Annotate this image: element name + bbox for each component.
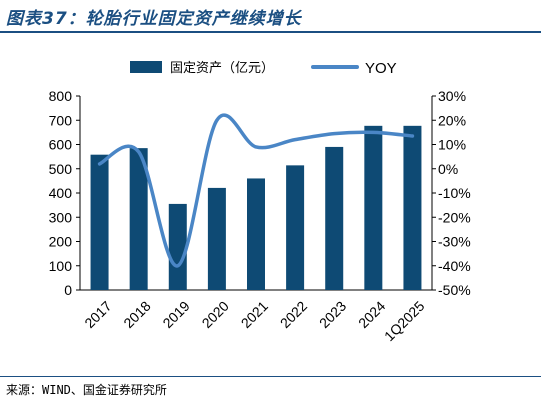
bar-2022 <box>286 165 305 290</box>
left-tick-label: 200 <box>49 234 73 250</box>
source-note: 来源：WIND、国金证券研究所 <box>6 383 167 397</box>
left-axis-labels: 800 700 600 500 400 300 200 100 0 <box>49 88 80 298</box>
bar-1Q2025 <box>403 125 422 290</box>
x-tick-label: 2019 <box>159 298 192 331</box>
right-tick-label: 0% <box>438 161 458 177</box>
chart-legend: 固定资产（亿元） YOY <box>130 60 397 77</box>
right-tick-label: -10% <box>438 185 471 201</box>
right-tick-label: 10% <box>438 137 466 153</box>
bar-2024 <box>364 125 383 290</box>
right-tick-label: -30% <box>438 234 471 250</box>
x-tick-label: 2018 <box>120 298 153 331</box>
x-tick-label: 2024 <box>355 298 388 331</box>
x-tick-label: 2020 <box>199 298 232 331</box>
title-divider <box>0 31 541 33</box>
bar-2021 <box>247 178 265 290</box>
bar-2023 <box>325 146 344 290</box>
left-tick-label: 100 <box>49 258 73 274</box>
right-tick-label: 30% <box>438 88 466 104</box>
legend-swatch-bar <box>130 61 162 73</box>
x-tick-label: 2022 <box>277 298 310 331</box>
yoy-line-series <box>97 113 415 268</box>
source-divider <box>0 376 541 377</box>
x-tick-label: 2021 <box>238 298 271 331</box>
left-tick-label: 800 <box>49 88 73 104</box>
right-tick-label: -20% <box>438 209 471 225</box>
bar-2020 <box>207 187 226 290</box>
left-tick-label: 300 <box>49 209 73 225</box>
yoy-line <box>97 113 415 268</box>
bar-2018 <box>129 148 148 290</box>
bar-series <box>90 125 422 290</box>
legend-label-bar: 固定资产（亿元） <box>170 61 274 76</box>
left-tick-label: 0 <box>64 282 72 298</box>
x-tick-label: 2023 <box>316 298 349 331</box>
x-tick-label: 1Q2025 <box>381 298 428 345</box>
x-tick-label: 2017 <box>81 298 114 331</box>
left-tick-label: 400 <box>49 185 73 201</box>
chart-title: 图表37：轮胎行业固定资产继续增长 <box>6 9 302 29</box>
right-axis-labels: 30% 20% 10% 0% -10% -20% -30% -40% -50% <box>432 88 471 298</box>
bar-2019 <box>168 203 187 290</box>
right-tick-label: -40% <box>438 258 471 274</box>
left-tick-label: 700 <box>49 112 73 128</box>
bar-2017 <box>90 154 109 290</box>
bar-line-chart: 固定资产（亿元） YOY 2017 2018 2019 2020 2021 2022 202… <box>49 60 471 345</box>
left-tick-label: 500 <box>49 161 73 177</box>
right-tick-label: -50% <box>438 282 471 298</box>
right-tick-label: 20% <box>438 112 466 128</box>
legend-label-line: YOY <box>365 60 397 77</box>
left-tick-label: 600 <box>49 137 73 153</box>
